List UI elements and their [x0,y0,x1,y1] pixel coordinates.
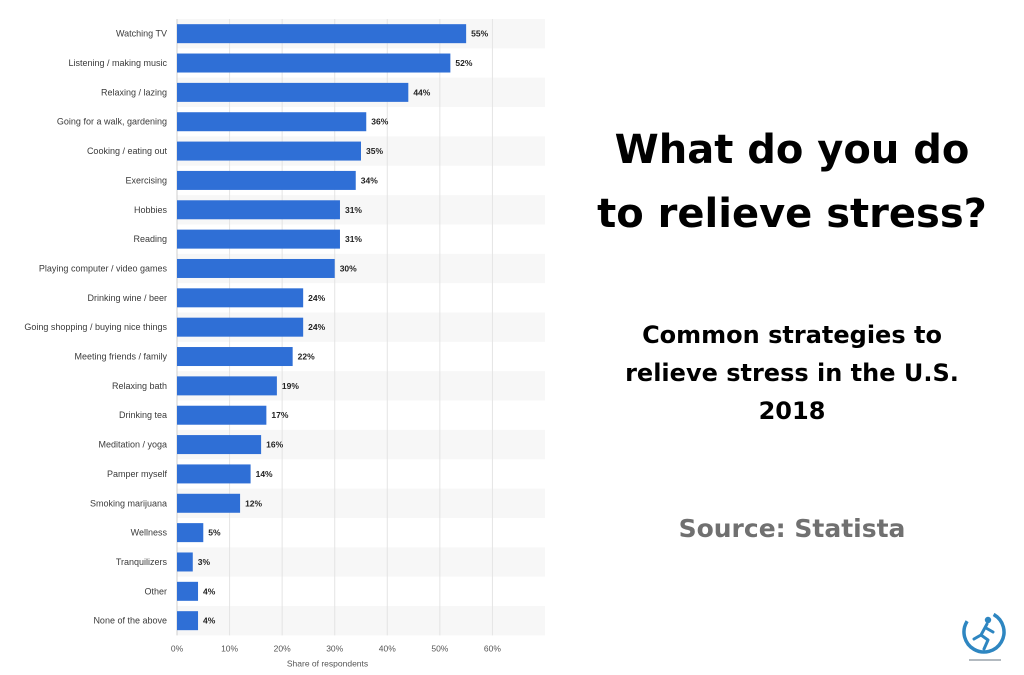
bar [177,347,293,367]
value-label: 24% [308,293,325,303]
x-tick-label: 50% [431,643,448,653]
value-label: 31% [345,205,362,215]
category-label: Drinking wine / beer [87,293,167,303]
value-label: 17% [271,410,288,420]
value-label: 44% [413,87,430,97]
category-label: Meeting friends / family [74,352,167,362]
category-label: Playing computer / video games [39,263,168,273]
bar [177,523,204,543]
category-label: Exercising [125,175,167,185]
x-tick-label: 10% [221,643,238,653]
category-label: Watching TV [116,29,167,39]
info-panel: What do you do to relieve stress? Common… [560,0,1024,675]
bar [177,200,340,220]
value-label: 31% [345,234,362,244]
value-label: 5% [208,528,221,538]
bar [177,317,304,337]
x-axis-title: Share of respondents [287,658,368,668]
value-label: 14% [256,469,273,479]
bar [177,376,277,396]
category-label: Smoking marijuana [90,498,167,508]
category-label: Going for a walk, gardening [57,117,167,127]
runner-logo-icon [962,610,1006,661]
category-label: None of the above [93,616,167,626]
subtitle: Common strategies to relieve stress in t… [560,316,1024,430]
bar-chart: 0% 10% 20% 30% 40% 50% 60% Share of respondents… [24,19,545,669]
value-label: 36% [371,117,388,127]
value-label: 30% [340,263,357,273]
bar [177,464,251,484]
value-label: 52% [455,58,472,68]
value-label: 4% [203,616,216,626]
bar [177,258,335,278]
headline-line-2: to relieve stress? [597,191,987,237]
bar [177,405,267,425]
bar [177,611,199,631]
row-band [177,547,545,577]
category-label: Tranquilizers [116,557,168,567]
x-tick-label: 20% [274,643,291,653]
bar [177,141,361,161]
subtitle-line-1: Common strategies to [642,321,942,349]
category-label: Cooking / eating out [87,146,168,156]
bar [177,53,451,73]
subtitle-line-3: 2018 [758,397,826,425]
subtitle-line-2: relieve stress in the U.S. [625,359,959,387]
bar [177,170,356,190]
bar [177,229,340,249]
category-label: Drinking tea [119,410,167,420]
value-label: 12% [245,498,262,508]
category-label: Reading [133,234,167,244]
row-band [177,606,545,636]
x-tick-label: 0% [171,643,184,653]
category-label: Relaxing bath [112,381,167,391]
bar [177,435,262,455]
value-label: 35% [366,146,383,156]
x-tick-label: 30% [326,643,343,653]
value-label: 19% [282,381,299,391]
value-label: 3% [198,557,211,567]
source-credit: Source: Statista [678,514,906,543]
category-label: Wellness [131,528,168,538]
x-tick-label: 60% [484,643,501,653]
value-label: 55% [471,29,488,39]
bar [177,112,367,132]
value-label: 24% [308,322,325,332]
value-label: 22% [298,352,315,362]
category-label: Listening / making music [68,58,167,68]
category-label: Other [144,586,167,596]
category-label: Hobbies [134,205,168,215]
bar [177,552,193,572]
category-label: Going shopping / buying nice things [24,322,167,332]
x-tick-label: 40% [379,643,396,653]
value-label: 34% [361,175,378,185]
category-label: Meditation / yoga [98,440,167,450]
headline: What do you do to relieve stress? [560,118,1024,246]
bar [177,24,467,44]
value-label: 16% [266,440,283,450]
category-label: Pamper myself [107,469,168,479]
bar [177,288,304,308]
category-label: Relaxing / lazing [101,87,167,97]
bar [177,581,199,601]
bar [177,82,409,102]
headline-line-1: What do you do [614,127,970,173]
bar [177,493,241,513]
value-label: 4% [203,586,216,596]
bar-chart-svg: 0% 10% 20% 30% 40% 50% 60% Share of respondents… [24,19,545,669]
